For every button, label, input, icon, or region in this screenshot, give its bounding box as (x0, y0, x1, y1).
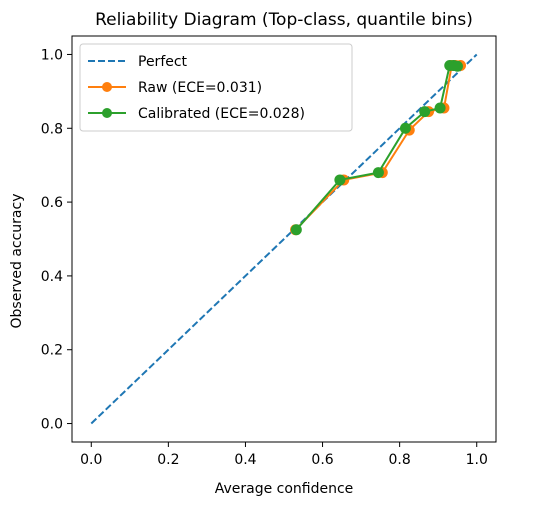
legend-marker-raw (102, 82, 112, 92)
data-point-calibrated (434, 102, 446, 114)
legend-label-perfect: Perfect (138, 54, 188, 70)
x-tick-label: 0.4 (234, 452, 256, 468)
y-tick-label: 0.6 (41, 195, 63, 211)
axis-ticks: 0.0 0.2 0.4 0.6 0.8 1.0 0.0 0.2 0.4 0.6 0.8 1.0 (41, 47, 488, 468)
x-tick-label: 0.8 (389, 452, 411, 468)
data-point-calibrated (419, 106, 431, 118)
chart-title: Reliability Diagram (Top-class, quantile… (95, 10, 473, 30)
data-point-calibrated (290, 224, 302, 236)
y-tick-label: 0.8 (41, 121, 63, 137)
data-point-calibrated (451, 60, 463, 72)
y-axis-label: Observed accuracy (9, 194, 25, 329)
legend-label-raw: Raw (ECE=0.031) (138, 80, 262, 96)
series-line-perfect (90, 53, 478, 425)
plot-frame (71, 35, 497, 443)
y-tick-label: 0.0 (41, 417, 63, 433)
y-tick-label: 1.0 (41, 47, 63, 63)
legend-marker-calibrated (102, 108, 112, 118)
y-tick-label: 0.2 (41, 343, 63, 359)
x-tick-label: 0.0 (80, 452, 102, 468)
x-tick-label: 0.6 (311, 452, 333, 468)
y-tick-label: 0.4 (41, 269, 63, 285)
x-tick-label: 1.0 (466, 452, 488, 468)
legend: Perfect Raw (ECE=0.031) Calibrated (ECE=… (79, 43, 353, 132)
data-point-calibrated (372, 167, 384, 179)
legend-box (79, 43, 353, 132)
plot-area (90, 53, 478, 425)
x-tick-label: 0.2 (157, 452, 179, 468)
data-point-calibrated (334, 174, 346, 186)
x-axis-label: Average confidence (215, 481, 354, 497)
data-point-calibrated (399, 122, 411, 134)
legend-label-calibrated: Calibrated (ECE=0.028) (138, 106, 305, 122)
